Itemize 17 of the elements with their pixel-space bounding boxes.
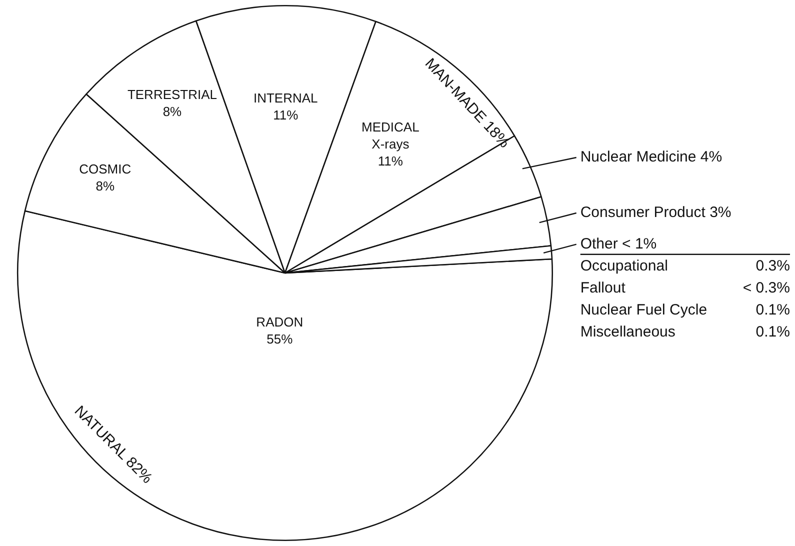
text: Nuclear Fuel Cycle 0.1% xyxy=(580,301,790,318)
slice-label: Nuclear Medicine 4% xyxy=(580,148,722,166)
data-label: 8% xyxy=(162,104,182,120)
slice-label: RADON xyxy=(256,314,304,330)
text: Fallout < 0.3% xyxy=(580,279,790,296)
slice-label: COSMIC xyxy=(79,162,132,177)
text: Occupational 0.3% xyxy=(580,257,790,274)
data-label: 11% xyxy=(273,107,299,122)
slice-label: Other < 1% xyxy=(580,235,657,252)
slice-label: INTERNAL xyxy=(253,90,318,106)
slice-label: MEDICAL X-rays xyxy=(362,120,420,152)
data-label: 55% xyxy=(266,332,294,347)
data-label: 8% xyxy=(96,178,115,194)
slice-label: TERRESTRIAL xyxy=(127,87,218,102)
slice-label: Consumer Product 3% xyxy=(580,204,732,222)
text: Miscellaneous 0.1% xyxy=(580,323,790,340)
data-label: 11% xyxy=(378,154,404,169)
